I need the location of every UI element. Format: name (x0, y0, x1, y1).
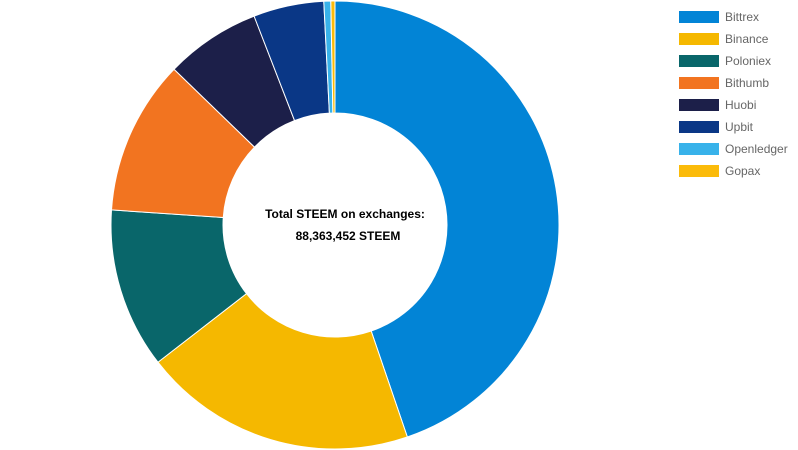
legend-swatch (679, 143, 719, 155)
chart-legend: Bittrex Binance Poloniex Bithumb Huobi Upbit O… (679, 6, 797, 182)
legend-item-poloniex[interactable]: Poloniex (679, 50, 797, 72)
slice-bittrex[interactable] (334, 0, 560, 438)
legend-item-upbit[interactable]: Upbit (679, 116, 797, 138)
legend-label: Upbit (725, 120, 754, 134)
legend-label: Poloniex (725, 54, 772, 68)
legend-item-bittrex[interactable]: Bittrex (679, 6, 797, 28)
slice-gopax[interactable] (330, 0, 336, 114)
legend-swatch (679, 11, 719, 23)
legend-item-gopax[interactable]: Gopax (679, 160, 797, 182)
legend-label: Bittrex (725, 10, 760, 24)
center-total-value: 88,363,452 STEEM (295, 229, 401, 243)
legend-label: Gopax (725, 164, 761, 178)
legend-label: Huobi (725, 98, 757, 112)
legend-swatch (679, 55, 719, 67)
center-total-label: Total STEEM on exchanges: (265, 207, 425, 221)
legend-swatch (679, 33, 719, 45)
slices-group (110, 0, 560, 450)
legend-item-bithumb[interactable]: Bithumb (679, 72, 797, 94)
legend-item-openledger[interactable]: Openledger (679, 138, 797, 160)
legend-swatch (679, 165, 719, 177)
legend-item-binance[interactable]: Binance (679, 28, 797, 50)
legend-swatch (679, 99, 719, 111)
legend-swatch (679, 77, 719, 89)
legend-label: Openledger (725, 142, 788, 156)
slice-binance[interactable] (157, 292, 408, 450)
legend-swatch (679, 121, 719, 133)
legend-label: Binance (725, 32, 769, 46)
legend-item-huobi[interactable]: Huobi (679, 94, 797, 116)
legend-label: Bithumb (725, 76, 770, 90)
